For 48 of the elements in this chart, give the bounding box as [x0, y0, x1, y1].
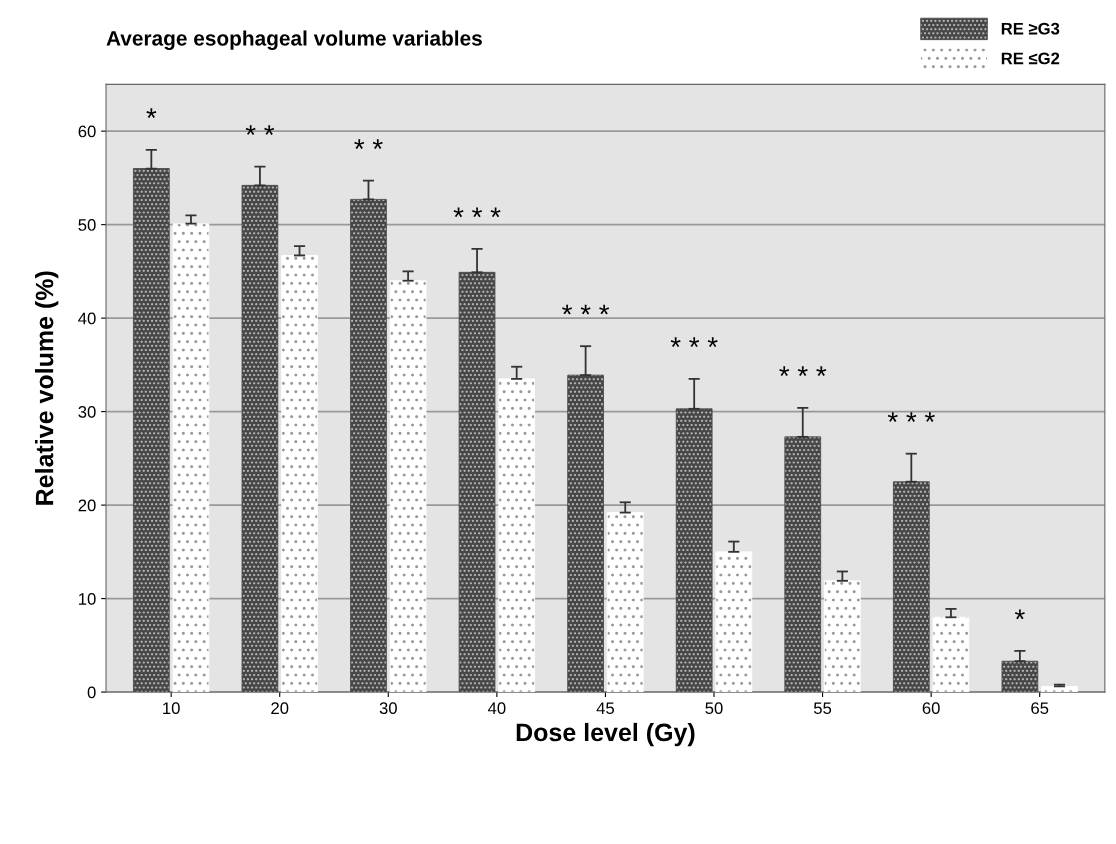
- annotation: * *: [245, 125, 275, 135]
- annotation: * * *: [887, 412, 935, 422]
- bar: [133, 168, 170, 693]
- annotation: * * *: [453, 207, 501, 218]
- x-tick-label: 20: [271, 702, 289, 715]
- bar: [458, 271, 496, 693]
- y-tick-label: 50: [78, 219, 96, 231]
- y-tick-label: 10: [79, 592, 96, 605]
- annotation: * * *: [779, 366, 827, 377]
- x-tick-label: 55: [813, 702, 832, 715]
- annotation: *: [146, 108, 157, 119]
- bar: [606, 512, 644, 693]
- x-tick-label: 40: [487, 702, 506, 715]
- bar: [675, 408, 713, 693]
- x-tick-label: 45: [596, 702, 614, 715]
- bar: [892, 481, 930, 693]
- annotation: *: [1014, 609, 1025, 620]
- annotation: * *: [354, 139, 383, 149]
- annotation: * * *: [562, 304, 610, 315]
- x-axis-title: Dose level (Gy): [516, 722, 695, 747]
- x-tick-label: 65: [1031, 702, 1049, 715]
- bar: [350, 198, 387, 693]
- bar: [784, 436, 822, 693]
- bar: [824, 580, 861, 693]
- bar: [172, 223, 210, 693]
- chart-title: Average esophageal volume variables: [106, 30, 482, 50]
- y-tick-label: 0: [87, 686, 96, 699]
- x-tick-label: 50: [705, 702, 723, 715]
- bar: [1001, 660, 1039, 693]
- bar: [932, 616, 970, 693]
- y-tick-label: 20: [78, 499, 96, 512]
- bar: [715, 551, 753, 693]
- bar: [567, 374, 604, 693]
- bar: [281, 255, 318, 693]
- y-tick-label: 60: [78, 125, 96, 138]
- y-tick-label: 40: [78, 312, 96, 325]
- y-axis-title: Relative volume (%): [35, 271, 59, 505]
- x-tick-label: 30: [379, 702, 397, 715]
- legend-label: RE ≥G3: [1001, 22, 1060, 35]
- annotation: * * *: [670, 337, 718, 348]
- bar: [1041, 686, 1078, 693]
- bar: [389, 280, 427, 693]
- bar: [241, 184, 279, 693]
- x-tick-label: 60: [922, 702, 940, 715]
- legend-label: RE ≤G2: [1001, 52, 1060, 65]
- bar: [498, 378, 536, 693]
- x-tick-label: 10: [163, 702, 180, 715]
- y-tick-label: 30: [78, 406, 96, 418]
